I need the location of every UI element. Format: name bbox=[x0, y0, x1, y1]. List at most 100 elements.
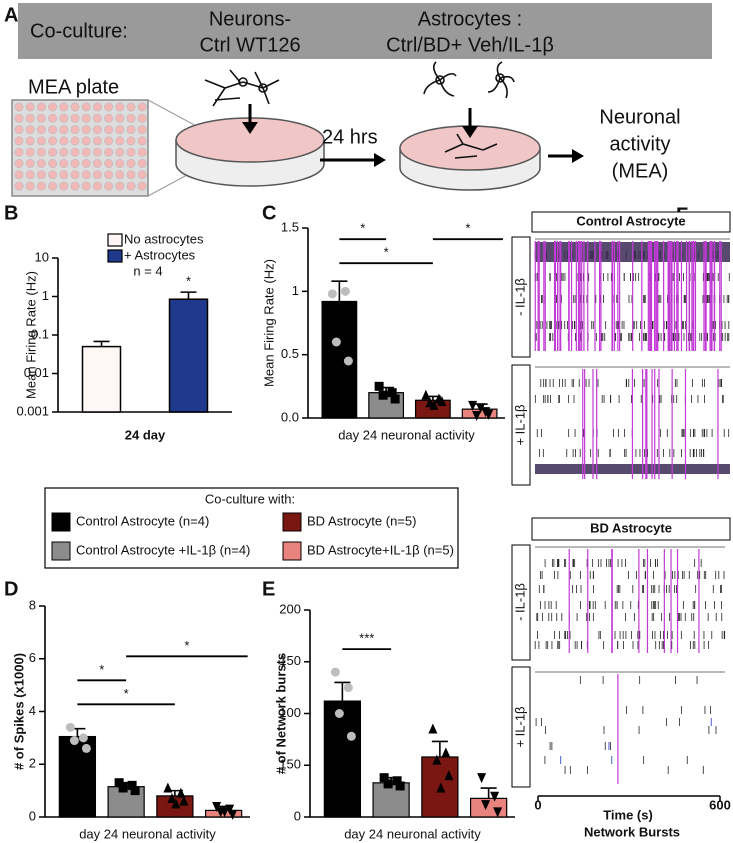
data-point bbox=[114, 778, 124, 788]
row-label-box bbox=[511, 364, 531, 486]
well bbox=[92, 170, 102, 180]
legend-swatch bbox=[51, 512, 71, 532]
well bbox=[81, 147, 91, 157]
well bbox=[36, 125, 46, 135]
row-label-box bbox=[511, 666, 531, 788]
well bbox=[104, 136, 114, 146]
well bbox=[92, 159, 102, 169]
y-tick-label: 0.1 bbox=[31, 326, 49, 341]
banner-label: Co-culture: bbox=[30, 20, 128, 42]
significance-label: * bbox=[384, 245, 389, 260]
well bbox=[36, 170, 46, 180]
data-point bbox=[228, 809, 238, 820]
readout-label: (MEA) bbox=[612, 160, 669, 182]
x-axis-label: day 24 neuronal activity bbox=[338, 427, 475, 442]
well bbox=[92, 102, 102, 112]
significance-label: * bbox=[124, 686, 129, 701]
panel-label: D bbox=[4, 578, 18, 600]
data-point bbox=[69, 736, 79, 746]
arrow-head bbox=[572, 149, 584, 163]
legend-label: Control Astrocyte (n=4) bbox=[76, 513, 209, 528]
data-point bbox=[432, 754, 442, 765]
data-point bbox=[378, 390, 388, 400]
y-axis-label: Mean Firing Rate (Hz) bbox=[261, 259, 276, 387]
well bbox=[126, 159, 136, 169]
data-point bbox=[163, 782, 173, 793]
well bbox=[48, 159, 58, 169]
y-axis-label: Mean Firing Rate (Hz) bbox=[23, 271, 38, 399]
y-axis-label: # of Network bursts bbox=[273, 653, 288, 774]
row-label-box bbox=[511, 236, 531, 358]
legend-swatch bbox=[282, 541, 302, 561]
data-point bbox=[437, 396, 447, 407]
astrocyte-icon bbox=[423, 61, 515, 159]
y-tick-label: 100 bbox=[279, 705, 301, 720]
x-axis-label: day 24 neuronal activity bbox=[79, 826, 216, 841]
x-axis-label: Time (s) bbox=[603, 807, 653, 822]
error-bar bbox=[431, 740, 448, 757]
well bbox=[115, 170, 125, 180]
well bbox=[14, 136, 24, 146]
well bbox=[25, 147, 35, 157]
data-point bbox=[484, 409, 494, 420]
error-bar bbox=[480, 787, 497, 799]
wells bbox=[14, 102, 147, 191]
y-tick-label: 200 bbox=[279, 601, 301, 616]
well bbox=[14, 102, 24, 112]
raster bbox=[534, 238, 730, 351]
data-point bbox=[225, 804, 235, 815]
x-tick-label: 24 day bbox=[125, 427, 166, 442]
raster-title-box bbox=[531, 211, 731, 233]
well bbox=[115, 136, 125, 146]
caption: Network Bursts bbox=[584, 824, 680, 839]
mea-plate bbox=[11, 99, 149, 197]
data-point bbox=[468, 400, 478, 411]
well bbox=[36, 181, 46, 191]
data-point bbox=[383, 779, 393, 789]
well bbox=[81, 159, 91, 169]
legend-swatch bbox=[107, 249, 123, 263]
y-tick-label: 2 bbox=[29, 756, 36, 771]
zoom-line bbox=[147, 99, 201, 129]
data-point bbox=[334, 709, 344, 718]
data-point bbox=[428, 723, 438, 734]
well bbox=[126, 125, 136, 135]
well bbox=[59, 102, 69, 112]
bar bbox=[81, 345, 122, 413]
data-point bbox=[441, 747, 451, 758]
data-point bbox=[421, 389, 431, 400]
data-point bbox=[340, 286, 350, 296]
neurons-label: Neurons- bbox=[209, 8, 291, 30]
well bbox=[92, 136, 102, 146]
well bbox=[81, 170, 91, 180]
row-label: - IL-1β bbox=[512, 583, 527, 621]
legend-title: Co-culture with: bbox=[205, 491, 295, 506]
well bbox=[25, 136, 35, 146]
neurons-label: Ctrl WT126 bbox=[199, 34, 300, 56]
well bbox=[126, 170, 136, 180]
well bbox=[81, 102, 91, 112]
arrow-head bbox=[242, 122, 258, 134]
well bbox=[59, 181, 69, 191]
y-tick-label: 0.01 bbox=[24, 365, 49, 380]
well bbox=[92, 147, 102, 157]
row-label-box bbox=[511, 544, 531, 661]
well bbox=[70, 170, 80, 180]
astrocytes-label: Astrocytes : bbox=[418, 8, 522, 30]
well bbox=[81, 113, 91, 123]
legend-label: Control Astrocyte +IL-1β (n=4) bbox=[76, 542, 250, 557]
data-point bbox=[118, 783, 128, 793]
well bbox=[70, 102, 80, 112]
well bbox=[14, 181, 24, 191]
y-tick-label: 8 bbox=[29, 597, 36, 612]
bar bbox=[323, 700, 362, 818]
data-point bbox=[444, 770, 454, 781]
well bbox=[104, 113, 114, 123]
legend-swatch bbox=[107, 233, 123, 247]
data-point bbox=[171, 798, 181, 809]
data-point bbox=[493, 807, 503, 818]
well bbox=[59, 136, 69, 146]
well bbox=[92, 113, 102, 123]
well bbox=[70, 136, 80, 146]
